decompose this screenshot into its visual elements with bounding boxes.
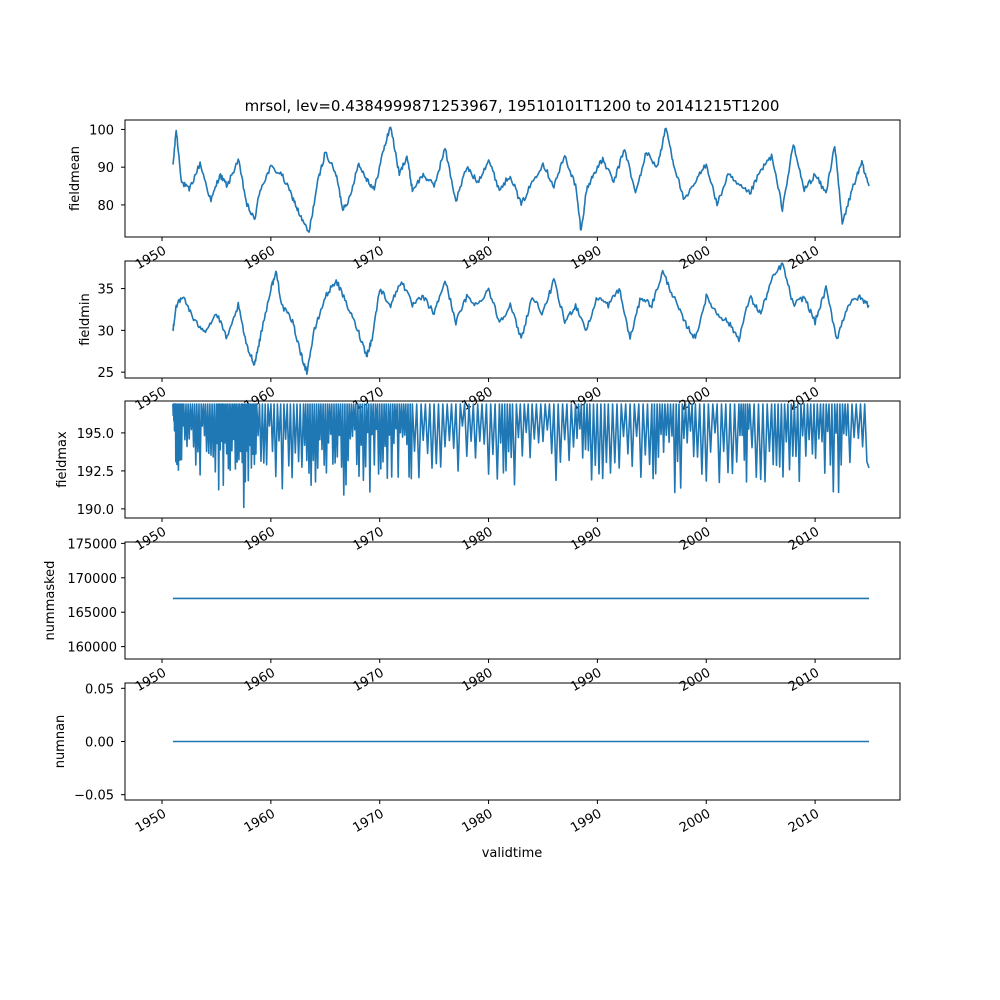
xtick-label: 1970 xyxy=(351,806,387,836)
panel-fieldmean: fieldmean 80 90 100 1950 1960 1970 1980 … xyxy=(68,119,901,273)
xtick-label: 1970 xyxy=(351,665,387,695)
axes-frame xyxy=(124,541,901,660)
ytick-label: 160000 xyxy=(67,641,117,656)
ytick-label: 80 xyxy=(97,199,114,214)
panel-fieldmin: fieldmin 25 30 35 1950 1960 1970 1980 19… xyxy=(78,260,901,414)
xtick-label: 1970 xyxy=(351,524,387,554)
ylabel-fieldmax: fieldmax xyxy=(55,431,70,488)
ytick-label: 30 xyxy=(97,324,114,339)
xtick-label: 1970 xyxy=(351,243,387,273)
series-line xyxy=(172,126,870,233)
panel-nummasked: nummasked 160000 165000 170000 175000 19… xyxy=(43,537,901,695)
xlabel-validtime: validtime xyxy=(482,846,543,861)
xtick-label: 1960 xyxy=(242,243,278,273)
xtick-label: 2010 xyxy=(786,806,822,836)
axes-frame xyxy=(124,260,901,379)
xtick-label: 1950 xyxy=(133,806,169,836)
xtick-label: 2010 xyxy=(786,524,822,554)
axes-frame xyxy=(124,119,901,238)
ylabel-nummasked: nummasked xyxy=(43,561,58,641)
ytick-label: 0.05 xyxy=(85,682,114,697)
ytick-label: 170000 xyxy=(67,572,117,587)
series-line xyxy=(172,262,870,376)
series-line xyxy=(172,403,870,509)
xtick-label: 1950 xyxy=(133,384,169,414)
panel-numnan: numnan −0.05 0.00 0.05 1950 1960 1970 19… xyxy=(53,682,901,861)
xtick-label: 2000 xyxy=(677,243,713,273)
xtick-label: 2000 xyxy=(677,524,713,554)
xtick-label: 2000 xyxy=(677,806,713,836)
xtick-label: 1950 xyxy=(133,665,169,695)
xtick-label: 1980 xyxy=(459,806,495,836)
chart-title: mrsol, lev=0.4384999871253967, 19510101T… xyxy=(245,97,780,115)
ylabel-fieldmin: fieldmin xyxy=(78,293,93,346)
xtick-label: 2000 xyxy=(677,665,713,695)
ytick-label: 175000 xyxy=(67,537,117,552)
xtick-label: 1960 xyxy=(242,524,278,554)
ytick-label: 90 xyxy=(97,161,114,176)
ytick-label: −0.05 xyxy=(74,789,114,804)
ylabel-numnan: numnan xyxy=(53,715,68,769)
ytick-label: 35 xyxy=(97,283,114,298)
ytick-label: 195.0 xyxy=(77,427,114,442)
xtick-label: 2010 xyxy=(786,243,822,273)
ytick-label: 190.0 xyxy=(77,503,114,518)
ylabel-fieldmean: fieldmean xyxy=(68,146,83,211)
xtick-label: 1950 xyxy=(133,243,169,273)
xtick-label: 1960 xyxy=(242,665,278,695)
xtick-label: 1980 xyxy=(459,665,495,695)
ytick-label: 165000 xyxy=(67,606,117,621)
xtick-label: 1990 xyxy=(568,665,604,695)
axes-frame xyxy=(124,400,901,519)
xtick-label: 1990 xyxy=(568,806,604,836)
xtick-label: 1990 xyxy=(568,524,604,554)
xtick-label: 1960 xyxy=(242,806,278,836)
xtick-label: 1980 xyxy=(459,243,495,273)
panel-fieldmax: fieldmax 190.0 192.5 195.0 1950 1960 197… xyxy=(55,400,901,554)
xtick-label: 1980 xyxy=(459,524,495,554)
ytick-label: 0.00 xyxy=(85,736,114,751)
ytick-label: 100 xyxy=(89,123,114,138)
xtick-label: 1950 xyxy=(133,524,169,554)
ytick-label: 25 xyxy=(97,366,114,381)
ytick-label: 192.5 xyxy=(77,465,114,480)
xtick-label: 2010 xyxy=(786,665,822,695)
xtick-label: 1990 xyxy=(568,243,604,273)
